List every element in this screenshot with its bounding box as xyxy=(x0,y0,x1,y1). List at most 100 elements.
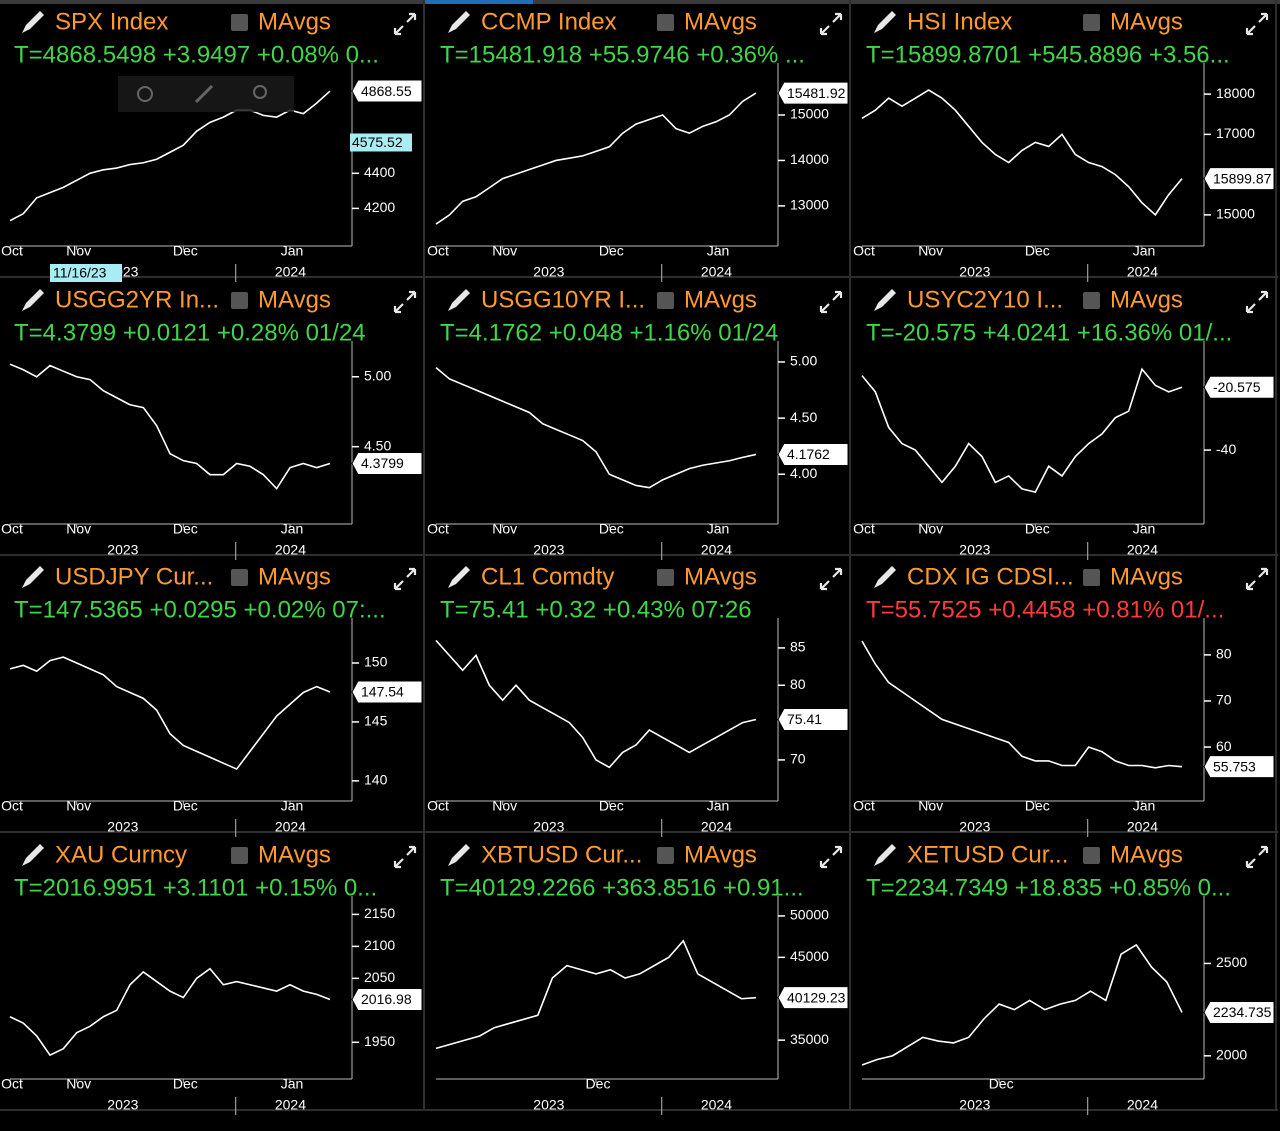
expand-icon[interactable] xyxy=(393,290,417,314)
year-label: 2024 xyxy=(701,819,732,835)
edit-icon[interactable] xyxy=(448,11,470,33)
edit-icon[interactable] xyxy=(448,566,470,588)
x-tick-label: Oct xyxy=(427,243,449,259)
mavgs-checkbox[interactable] xyxy=(1083,569,1100,586)
quote-line: T=15899.8701 +545.8896 +3.56... xyxy=(866,41,1230,68)
expand-icon[interactable] xyxy=(819,12,843,36)
chart-panel: CL1 Comdty MAvgs T=75.41 +0.32 +0.43% 07:2… xyxy=(426,555,852,837)
expand-icon[interactable] xyxy=(393,567,417,591)
last-price-tag xyxy=(351,680,423,704)
year-label: 2024 xyxy=(1127,819,1158,835)
chart-panel: CDX IG CDSI... MAvgs T=55.7525 +0.4458 +0.… xyxy=(852,555,1278,837)
mavgs-checkbox[interactable] xyxy=(231,14,248,31)
edit-icon[interactable] xyxy=(448,844,470,866)
price-line xyxy=(9,90,331,222)
tab-strip xyxy=(0,0,1280,4)
edit-icon[interactable] xyxy=(448,289,470,311)
expand-icon[interactable] xyxy=(819,290,843,314)
edit-icon[interactable] xyxy=(22,844,44,866)
y-tick-label: 80 xyxy=(790,676,806,692)
x-tick-label: Oct xyxy=(853,243,875,259)
y-tick-label: 85 xyxy=(790,639,806,655)
security-title: USYC2Y10 I... xyxy=(907,286,1063,313)
crosshair-tool[interactable] xyxy=(137,86,153,102)
y-tick-label: 35000 xyxy=(790,1031,829,1047)
y-tick-label: 60 xyxy=(1216,738,1232,754)
last-price-tag xyxy=(1203,1000,1275,1024)
x-tick-label: Dec xyxy=(1025,243,1050,259)
last-price-tag xyxy=(777,986,849,1010)
quote-line: T=15481.918 +55.9746 +0.36% ... xyxy=(440,41,805,68)
expand-icon[interactable] xyxy=(1245,567,1269,591)
mavgs-label: MAvgs xyxy=(1110,841,1183,868)
expand-icon[interactable] xyxy=(819,567,843,591)
year-label: 2024 xyxy=(1127,542,1158,558)
y-tick-label: 14000 xyxy=(790,151,829,167)
edit-icon[interactable] xyxy=(22,566,44,588)
chart-panel: XBTUSD Cur... MAvgs T=40129.2266 +363.8516… xyxy=(426,833,852,1115)
expand-icon[interactable] xyxy=(1245,12,1269,36)
edit-icon[interactable] xyxy=(874,844,896,866)
mavgs-checkbox[interactable] xyxy=(657,14,674,31)
draw-tool[interactable] xyxy=(194,84,214,104)
mavgs-checkbox[interactable] xyxy=(1083,292,1100,309)
year-label: 2024 xyxy=(275,1097,306,1113)
expand-icon[interactable] xyxy=(1245,845,1269,869)
mavgs-checkbox[interactable] xyxy=(231,569,248,586)
zoom-tool[interactable] xyxy=(253,85,267,99)
x-tick-label: Nov xyxy=(918,243,943,259)
last-price-tag xyxy=(351,79,423,103)
quote-line: T=40129.2266 +363.8516 +0.91... xyxy=(440,874,804,901)
edit-icon[interactable] xyxy=(874,11,896,33)
x-tick-label: Jan xyxy=(707,798,730,814)
mavgs-label: MAvgs xyxy=(684,563,757,590)
x-tick-label: Nov xyxy=(918,521,943,537)
quote-line: T=147.5365 +0.0295 +0.02% 07:... xyxy=(14,596,386,623)
last-price-label: 2016.98 xyxy=(361,991,412,1007)
x-tick-label: Dec xyxy=(173,521,198,537)
edit-icon[interactable] xyxy=(874,289,896,311)
x-tick-label: Nov xyxy=(492,798,517,814)
chart-panel: SPX Index MAvgs T=4868.5498 +3.9497 +0.08%… xyxy=(0,0,426,282)
x-tick-label: Nov xyxy=(66,243,91,259)
year-label: 2023 xyxy=(959,542,990,558)
last-price-label: 4.3799 xyxy=(361,455,404,471)
last-price-tag xyxy=(351,987,423,1011)
expand-icon[interactable] xyxy=(819,845,843,869)
x-tick-label: Jan xyxy=(707,521,730,537)
chart-panel: CCMP Index MAvgs T=15481.918 +55.9746 +0.3… xyxy=(426,0,852,282)
mavgs-label: MAvgs xyxy=(1110,8,1183,35)
mavgs-checkbox[interactable] xyxy=(657,569,674,586)
mavgs-checkbox[interactable] xyxy=(657,292,674,309)
security-title: XBTUSD Cur... xyxy=(481,841,642,868)
year-label: 2023 xyxy=(533,1097,564,1113)
year-label: 2024 xyxy=(275,542,306,558)
expand-icon[interactable] xyxy=(393,12,417,36)
mavgs-checkbox[interactable] xyxy=(231,847,248,864)
chart-panel: USDJPY Cur... MAvgs T=147.5365 +0.0295 +0.… xyxy=(0,555,426,837)
edit-icon[interactable] xyxy=(22,289,44,311)
chart-panel: XETUSD Cur... MAvgs T=2234.7349 +18.835 +0… xyxy=(852,833,1278,1115)
y-tick-label: 2000 xyxy=(1216,1047,1247,1063)
mavgs-label: MAvgs xyxy=(684,286,757,313)
expand-icon[interactable] xyxy=(393,845,417,869)
price-line xyxy=(435,92,757,225)
mavgs-checkbox[interactable] xyxy=(1083,847,1100,864)
mavgs-checkbox[interactable] xyxy=(1083,14,1100,31)
x-tick-label: Oct xyxy=(1,243,23,259)
mavgs-checkbox[interactable] xyxy=(657,847,674,864)
expand-icon[interactable] xyxy=(1245,290,1269,314)
x-tick-label: Jan xyxy=(1133,243,1156,259)
price-line xyxy=(9,656,331,771)
y-tick-label: 1950 xyxy=(364,1033,395,1049)
year-label: 2023 xyxy=(107,542,138,558)
mavgs-checkbox[interactable] xyxy=(231,292,248,309)
x-tick-label: Jan xyxy=(1133,521,1156,537)
edit-icon[interactable] xyxy=(22,11,44,33)
security-title: SPX Index xyxy=(55,8,168,35)
year-label: 2023 xyxy=(959,1097,990,1113)
mavgs-label: MAvgs xyxy=(1110,286,1183,313)
last-price-tag xyxy=(1203,375,1275,399)
edit-icon[interactable] xyxy=(874,566,896,588)
